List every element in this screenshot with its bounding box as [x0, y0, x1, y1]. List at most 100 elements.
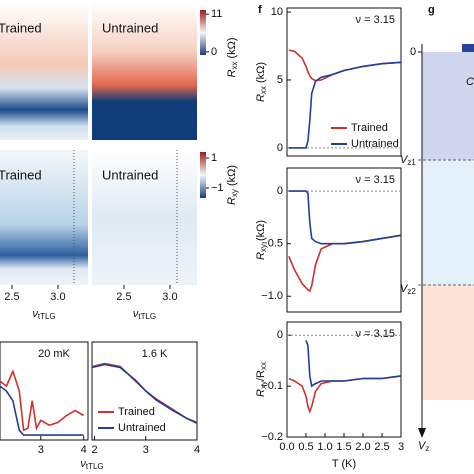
- annotation: 1.6 K: [142, 348, 168, 360]
- text: (kΩ): [255, 62, 267, 86]
- x-tick-label: 2.5: [116, 291, 131, 303]
- text: R: [226, 197, 238, 205]
- text: ν: [133, 308, 139, 320]
- text: R: [226, 70, 238, 78]
- x-tick-label: 2.0: [355, 441, 370, 453]
- panel-label: Trained: [0, 167, 42, 182]
- series-line: [288, 61, 402, 149]
- series-line: [91, 363, 198, 425]
- x-tick-label: 4: [81, 444, 87, 456]
- panel-label: Untrained: [102, 20, 158, 35]
- text: R: [255, 94, 267, 102]
- legend-label: Trained: [351, 122, 388, 134]
- annotation: 20 mK: [38, 348, 70, 360]
- colorbar-tick-label: −1: [211, 182, 224, 194]
- colorbar-tick-label: 1: [211, 152, 217, 164]
- text: ν: [80, 458, 86, 470]
- subscript: z2: [407, 287, 416, 296]
- level-label: 0: [410, 46, 416, 58]
- y-tick-label: 5: [277, 74, 283, 86]
- x-tick-label: 2: [91, 444, 97, 456]
- y-tick-label: −0.1: [261, 380, 283, 392]
- text: (kΩ): [226, 165, 238, 189]
- plot-frame: [0, 341, 89, 441]
- legend-label: Untrained: [351, 138, 399, 150]
- y-tick-label: −0.2: [261, 431, 283, 443]
- subscript: xx: [230, 62, 239, 70]
- panel-label: g: [428, 4, 435, 16]
- level-label: Vz2: [400, 283, 416, 296]
- series-line: [288, 49, 402, 82]
- axis-label: Rxy (kΩ): [226, 165, 239, 205]
- legend-label: Untrained: [118, 422, 166, 434]
- panel-label: Untrained: [102, 167, 158, 182]
- region: [422, 52, 474, 160]
- legend-label: Trained: [118, 406, 155, 418]
- y-tick-label: 0: [277, 142, 283, 154]
- subscript: tTLG: [138, 312, 156, 321]
- series-line: [305, 340, 402, 388]
- heatmap: [92, 150, 197, 285]
- y-tick-label: 0: [277, 185, 283, 197]
- annotation: ν = 3.15: [356, 174, 395, 186]
- x-tick-label: 2.5: [374, 441, 389, 453]
- subscript: xy: [259, 381, 268, 389]
- y-tick-label: 10: [271, 6, 283, 18]
- subscript: xy: [230, 189, 239, 197]
- axis-label: νtTLG: [32, 308, 55, 321]
- x-tick-label: 1.0: [317, 441, 332, 453]
- text: R: [255, 252, 267, 260]
- colorbar-tick-label: 11: [211, 8, 222, 20]
- subscript: z: [425, 444, 429, 453]
- plot-frame: [286, 7, 402, 157]
- y-tick-label: −1.0: [261, 290, 283, 302]
- series-line: [0, 385, 84, 436]
- heatmap: [0, 3, 88, 140]
- series-line: [288, 190, 402, 245]
- x-tick-label: 3: [38, 444, 44, 456]
- subscript: xy: [259, 244, 268, 252]
- text: /R: [255, 370, 267, 381]
- plot-frame: [91, 341, 198, 441]
- text: ν: [32, 308, 38, 320]
- x-tick-label: 0.5: [298, 441, 313, 453]
- axis-label: Rxy/Rxx: [255, 362, 268, 397]
- arrow: [418, 428, 426, 438]
- series-line: [0, 369, 85, 432]
- subscript: tTLG: [86, 462, 104, 471]
- x-tick-label: 2.5: [4, 291, 19, 303]
- symbol: V: [418, 440, 427, 452]
- subscript: z1: [407, 158, 416, 167]
- subscript: xx: [259, 86, 268, 94]
- heatmap: [0, 150, 88, 285]
- axis-label: Rxy (kΩ): [255, 220, 268, 260]
- marker: [462, 44, 474, 52]
- axis-label: Vz: [418, 440, 429, 453]
- plot-frame: [286, 167, 402, 313]
- text: (kΩ): [255, 220, 267, 244]
- symbol: V: [400, 154, 409, 166]
- level-label: Vz1: [400, 154, 416, 167]
- heatmaps: [0, 3, 206, 285]
- panel-g: g 0 C Vz1 Vz2 Vz: [400, 4, 474, 453]
- subscript: tTLG: [38, 312, 56, 321]
- colorbar: [200, 152, 206, 198]
- x-tick-label: 3.0: [50, 291, 65, 303]
- x-tick-label: 4: [194, 444, 200, 456]
- panel-label: f: [258, 4, 262, 16]
- x-tick-label: 3: [143, 444, 149, 456]
- y-tick-label: 0: [277, 329, 283, 341]
- region-label: C: [466, 76, 474, 88]
- axis-label: νtTLG: [80, 458, 103, 471]
- x-tick-label: 1.5: [336, 441, 351, 453]
- y-tick-label: −0.5: [261, 238, 283, 250]
- text: (kΩ): [226, 37, 238, 61]
- region: [422, 285, 474, 400]
- annotation: ν = 3.15: [356, 14, 395, 26]
- x-tick-label: 3: [398, 441, 404, 453]
- text: R: [255, 389, 267, 397]
- x-tick-label: 0.0: [279, 441, 294, 453]
- axis-label: νtTLG: [133, 308, 156, 321]
- subscript: xx: [259, 362, 268, 370]
